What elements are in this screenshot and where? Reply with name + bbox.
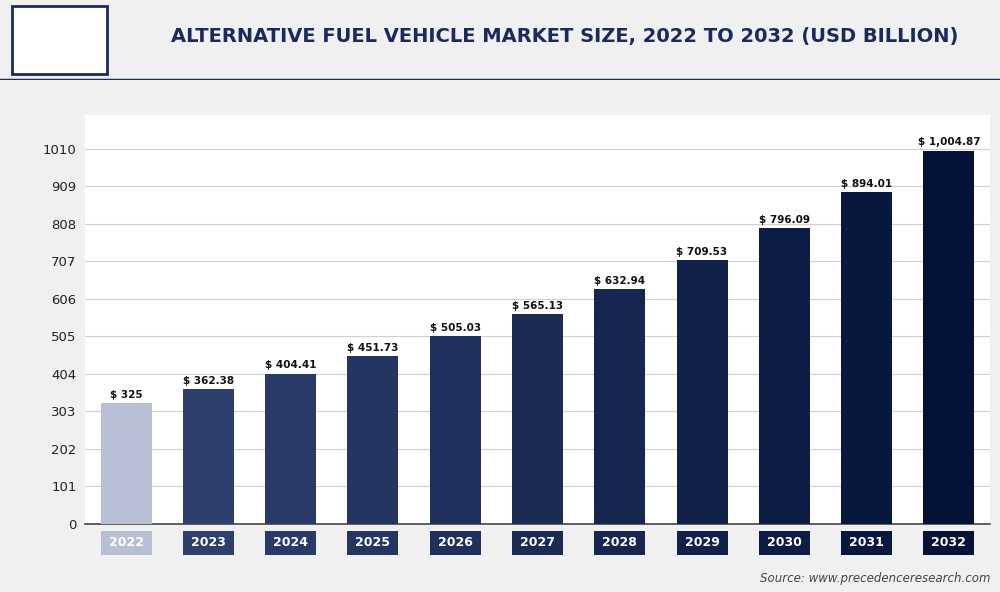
FancyBboxPatch shape [12,7,107,73]
Text: 2026: 2026 [438,536,473,549]
Text: $ 325: $ 325 [110,390,142,400]
FancyBboxPatch shape [183,531,234,555]
FancyBboxPatch shape [677,531,728,555]
Text: $ 894.01: $ 894.01 [841,179,892,189]
Text: $ 404.41: $ 404.41 [265,361,316,371]
Text: RESEARCH: RESEARCH [31,45,88,54]
FancyBboxPatch shape [430,531,481,555]
FancyBboxPatch shape [759,531,810,555]
Text: 2029: 2029 [685,536,719,549]
Text: 2022: 2022 [109,536,144,549]
FancyBboxPatch shape [265,531,316,555]
FancyBboxPatch shape [347,531,398,555]
Text: $ 796.09: $ 796.09 [759,215,810,225]
Bar [430,336,481,524]
Bar [512,314,563,524]
Bar [759,229,810,524]
FancyBboxPatch shape [101,531,152,555]
Bar [923,151,974,524]
FancyBboxPatch shape [923,531,974,555]
FancyBboxPatch shape [841,531,892,555]
Text: 2031: 2031 [849,536,884,549]
Text: 2030: 2030 [767,536,802,549]
Text: $ 362.38: $ 362.38 [183,376,234,386]
Bar [265,374,316,524]
Bar [841,192,892,524]
Text: $ 632.94: $ 632.94 [594,275,645,285]
FancyBboxPatch shape [594,531,645,555]
Text: $ 505.03: $ 505.03 [430,323,481,333]
Text: PRECEDENCE: PRECEDENCE [24,20,95,28]
Bar [101,403,152,524]
Text: Source: www.precedenceresearch.com: Source: www.precedenceresearch.com [760,572,990,585]
Text: 2032: 2032 [931,536,966,549]
Text: 2025: 2025 [355,536,390,549]
FancyBboxPatch shape [512,531,563,555]
Bar [677,260,728,524]
Text: $ 1,004.87: $ 1,004.87 [918,137,980,147]
Text: $ 565.13: $ 565.13 [512,301,563,311]
Text: $ 709.53: $ 709.53 [676,247,728,257]
Text: 2028: 2028 [602,536,637,549]
Text: 2024: 2024 [273,536,308,549]
Bar [347,356,398,524]
Bar [183,390,234,524]
Text: $ 451.73: $ 451.73 [347,343,399,353]
Text: 2027: 2027 [520,536,555,549]
Text: 2023: 2023 [191,536,226,549]
Text: ALTERNATIVE FUEL VEHICLE MARKET SIZE, 2022 TO 2032 (USD BILLION): ALTERNATIVE FUEL VEHICLE MARKET SIZE, 20… [171,27,959,46]
Bar [594,289,645,524]
